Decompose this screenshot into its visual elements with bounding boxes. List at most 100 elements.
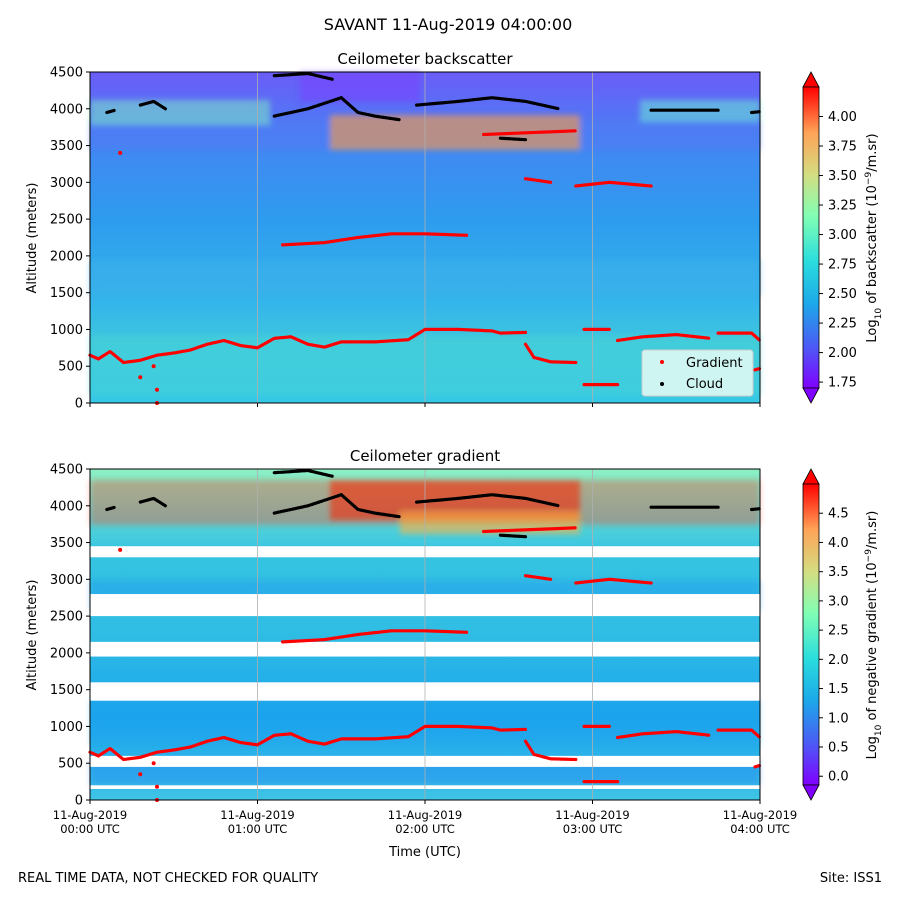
cloud-trace-2: [272, 492, 402, 519]
gradient-trace-4: [523, 342, 578, 365]
cloud-trace-0: [105, 108, 117, 115]
gradient-trace-7: [716, 728, 762, 740]
gradient-point-2: [151, 761, 156, 766]
cb-tick-label-5: 2.5: [828, 624, 849, 639]
gradient-colorbar: 0.0 0.5 1.0 1.5 2.0 2.5 3.0 3.5 4.0 4.5 Log10 of …: [802, 468, 884, 801]
cb-tick-label-8: 3.75: [828, 140, 857, 155]
gradient-markers: [88, 468, 762, 802]
xtick-label-1-0: 11-Aug-2019: [220, 808, 294, 822]
cb-tick-label-1: 2.00: [828, 346, 857, 361]
xtick-label-1-1: 01:00 UTC: [228, 822, 288, 836]
colorbar2-bottom-extend: [802, 784, 820, 801]
cb-tick-label-6: 3.0: [828, 594, 849, 609]
cloud-trace-5: [498, 533, 528, 539]
cb-tick-label-5: 3.00: [828, 228, 857, 243]
gradient-trace-2: [523, 574, 553, 581]
ytick-label-2: 1000: [50, 720, 83, 735]
cloud-trace-7: [749, 110, 762, 115]
xtick-label-0-1: 00:00 UTC: [60, 822, 120, 836]
ytick-label-0: 0: [75, 397, 83, 412]
backscatter-panel: Ceilometer backscatter 0 500 1000 1500 2000 2…: [25, 50, 884, 412]
gradient-trace-7: [716, 331, 762, 343]
gradient-trace-9: [753, 763, 762, 769]
backscatter-colorbar: 1.75 2.00 2.25 2.50 2.75 3.00 3.25 3.50 3.75 4.00…: [802, 71, 884, 404]
gradient-point-0: [118, 150, 123, 155]
ytick-label-1: 500: [58, 360, 83, 375]
cloud-trace-2: [272, 95, 402, 122]
colorbar-top-extend: [802, 71, 820, 88]
cb-tick-label-3: 1.5: [828, 682, 849, 697]
cloud-trace-7: [749, 507, 762, 512]
gradient-trace-1: [281, 232, 469, 247]
cb-tick-label-0: 0.0: [828, 770, 849, 785]
cb-tick-label-3: 2.50: [828, 287, 857, 302]
cloud-trace-4: [415, 96, 561, 111]
ytick-label-3: 1500: [50, 286, 83, 301]
gradient-trace-3: [574, 577, 653, 585]
cloud-trace-5: [498, 136, 528, 142]
cb-tick-label-2: 2.25: [828, 317, 857, 332]
legend-cloud-marker: [660, 382, 664, 386]
cb-tick-label-9: 4.00: [828, 110, 857, 125]
cloud-trace-4: [415, 493, 561, 508]
cb-tick-label-8: 4.0: [828, 536, 849, 551]
figure-title: SAVANT 11-Aug-2019 04:00:00: [324, 15, 573, 34]
gradient-ylabel: Altitude (meters): [25, 580, 40, 691]
cb-tick-label-1: 0.5: [828, 741, 849, 756]
ytick-label-8: 4000: [50, 102, 83, 117]
ytick-label-6: 3000: [50, 573, 83, 588]
footer-disclaimer: REAL TIME DATA, NOT CHECKED FOR QUALITY: [18, 871, 318, 886]
cloud-trace-3: [272, 71, 335, 82]
gradient-point-1: [138, 772, 143, 777]
backscatter-x-ticks: [89, 403, 761, 407]
ytick-label-5: 2500: [50, 610, 83, 625]
xtick-label-0-0: 11-Aug-2019: [53, 808, 127, 822]
ytick-label-7: 3500: [50, 536, 83, 551]
gradient-trace-6: [615, 729, 712, 740]
gradient-trace-6: [615, 332, 712, 343]
gradient-point-1: [138, 375, 143, 380]
cloud-trace-1: [138, 496, 167, 508]
colorbar2-scale: [802, 483, 820, 786]
cloud-trace-1: [138, 99, 167, 111]
xtick-label-2-0: 11-Aug-2019: [388, 808, 462, 822]
legend-box: [641, 349, 754, 397]
legend-gradient-label: Gradient: [686, 356, 743, 371]
xtick-label-3-0: 11-Aug-2019: [555, 808, 629, 822]
cb-tick-label-7: 3.5: [828, 565, 849, 580]
cb-tick-label-9: 4.5: [828, 507, 849, 522]
cloud-trace-0: [105, 505, 117, 512]
gradient-panel: Ceilometer gradient 0 500 1000 1500 2000 2500…: [25, 447, 884, 860]
cb-tick-label-7: 3.50: [828, 169, 857, 184]
cb-tick-label-4: 2.0: [828, 653, 849, 668]
gradient-trace-2: [523, 177, 553, 184]
gradient-point-2: [151, 364, 156, 369]
legend-cloud-label: Cloud: [686, 377, 723, 392]
gradient-trace-9: [753, 366, 762, 372]
footer-site: Site: ISS1: [820, 871, 882, 886]
backscatter-y-ticks: 0 500 1000 1500 2000 2500 3000 3500 4000 4500: [50, 66, 90, 412]
backscatter-title: Ceilometer backscatter: [337, 50, 513, 68]
ytick-label-0: 0: [75, 794, 83, 809]
cb-tick-label-2: 1.0: [828, 711, 849, 726]
gradient-y-ticks: 0 500 1000 1500 2000 2500 3000 3500 4000 4500: [50, 463, 90, 809]
ytick-label-7: 3500: [50, 139, 83, 154]
ytick-label-8: 4000: [50, 499, 83, 514]
ytick-label-1: 500: [58, 757, 83, 772]
gradient-trace-10: [482, 526, 578, 534]
gradient-point-0: [118, 547, 123, 552]
xtick-label-4-0: 11-Aug-2019: [723, 808, 797, 822]
backscatter-markers: [88, 71, 762, 405]
gradient-point-3: [155, 387, 159, 392]
backscatter-colorbar-label: Log10 of backscatter (10−9/m.sr): [864, 133, 884, 342]
cb-tick-label-6: 3.25: [828, 199, 857, 214]
ytick-label-4: 2000: [50, 249, 83, 264]
legend: Gradient Cloud: [641, 349, 754, 397]
cloud-trace-3: [272, 468, 335, 478]
gradient-colorbar-label: Log10 of negative gradient (10−9/m.sr): [864, 511, 884, 760]
ytick-label-9: 4500: [50, 66, 83, 81]
xtick-label-4-1: 04:00 UTC: [730, 822, 790, 836]
backscatter-ylabel: Altitude (meters): [25, 183, 40, 294]
gradient-trace-0: [88, 327, 528, 365]
